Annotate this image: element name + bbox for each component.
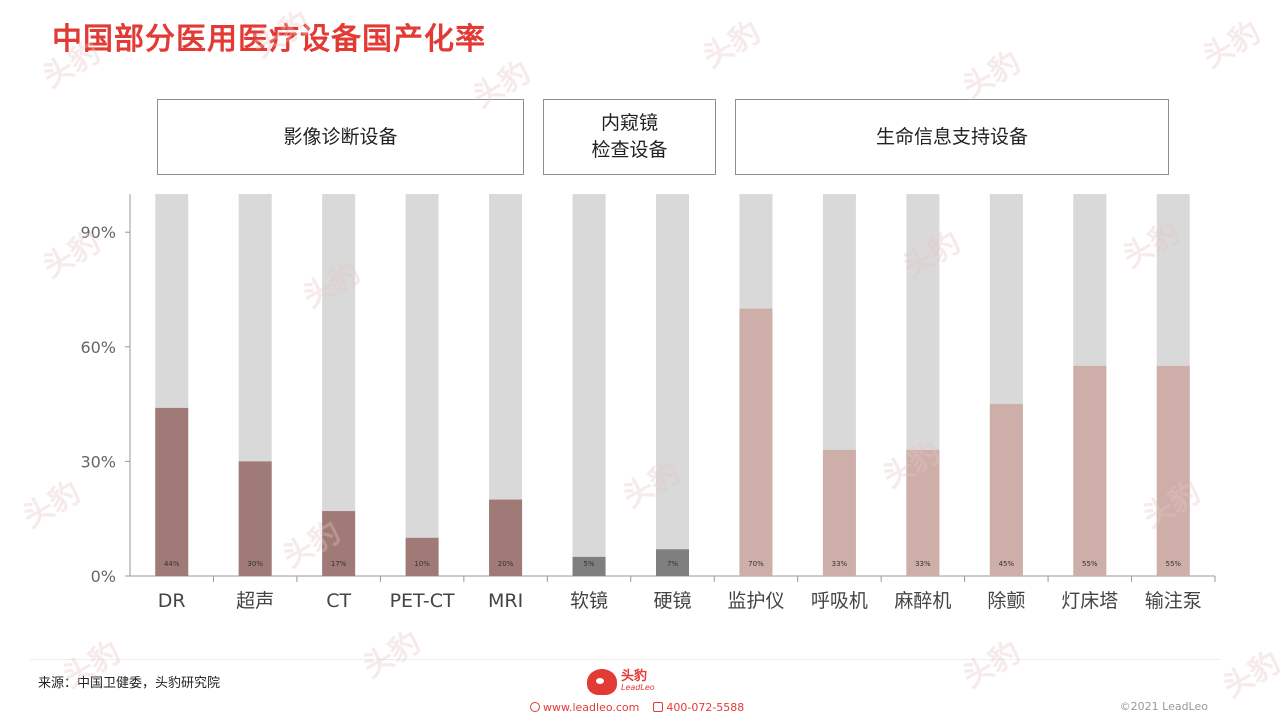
data-label: 17% — [331, 560, 347, 568]
bar — [322, 511, 356, 576]
page-title: 中国部分医用医疗设备国产化率 — [52, 22, 486, 57]
x-tick-label: 输注泵 — [1145, 590, 1202, 612]
group-label: 内窥镜 — [600, 112, 658, 134]
group-label: 影像诊断设备 — [283, 125, 398, 148]
data-label: 30% — [247, 560, 263, 568]
x-tick-label: 麻醉机 — [894, 590, 951, 612]
bar — [1073, 365, 1107, 576]
data-label: 5% — [583, 560, 594, 568]
bar-background — [405, 194, 439, 576]
bar — [489, 499, 523, 576]
logo-text-cn: 头豹 — [621, 669, 648, 684]
bar — [572, 556, 606, 576]
data-label: 33% — [915, 560, 931, 568]
web-icon — [530, 702, 540, 712]
copyright: ©2021 LeadLeo — [1119, 700, 1208, 713]
y-tick-label: 0% — [91, 567, 116, 586]
bar-background — [572, 194, 606, 576]
x-tick-label: 监护仪 — [727, 590, 784, 612]
bar — [1156, 365, 1190, 576]
leopard-logo-icon — [587, 669, 617, 695]
x-tick-label: 硬镜 — [653, 590, 691, 612]
phone-number: 400-072-5588 — [653, 701, 744, 714]
group-box-endoscope: 内窥镜 检查设备 — [543, 99, 716, 175]
source-note: 来源：中国卫健委，头豹研究院 — [38, 676, 221, 691]
y-tick-label: 30% — [80, 452, 116, 471]
data-label: 20% — [498, 560, 514, 568]
bar — [989, 404, 1023, 576]
group-box-life-support: 生命信息支持设备 — [735, 99, 1169, 175]
phone-icon — [653, 702, 664, 712]
data-label: 10% — [414, 560, 430, 568]
contact-info: www.leadleo.com 400-072-5588 — [530, 701, 744, 714]
bar — [906, 449, 940, 576]
data-label: 33% — [832, 560, 848, 568]
bar — [238, 461, 272, 576]
group-label: 检查设备 — [591, 139, 668, 161]
logo-text-en: LeadLeo — [621, 683, 655, 692]
x-tick-label: PET-CT — [390, 590, 455, 612]
data-label: 7% — [667, 560, 678, 568]
data-label: 44% — [164, 560, 180, 568]
bar — [656, 549, 689, 576]
data-label: 45% — [999, 560, 1015, 568]
x-tick-label: 灯床塔 — [1061, 590, 1118, 612]
x-tick-label: MRI — [488, 590, 523, 612]
footer-divider — [30, 659, 1220, 660]
bar — [155, 407, 189, 576]
x-tick-label: 超声 — [236, 590, 274, 612]
bar — [739, 308, 773, 576]
y-tick-label: 90% — [80, 223, 116, 242]
data-label: 55% — [1082, 560, 1098, 568]
group-label: 生命信息支持设备 — [875, 125, 1028, 148]
bar-background — [656, 194, 689, 576]
data-label: 55% — [1165, 560, 1181, 568]
website-link[interactable]: www.leadleo.com — [530, 701, 639, 714]
bar — [405, 537, 439, 576]
group-box-imaging: 影像诊断设备 — [157, 99, 524, 175]
phone-text: 400-072-5588 — [666, 701, 745, 714]
x-tick-label: 除颤 — [987, 590, 1025, 612]
bar — [822, 449, 856, 576]
x-tick-label: 软镜 — [570, 590, 608, 612]
y-tick-label: 60% — [80, 338, 116, 357]
leadleo-logo: 头豹 LeadLeo — [587, 667, 655, 697]
data-label: 70% — [748, 560, 764, 568]
x-tick-label: DR — [158, 590, 186, 612]
website-text: www.leadleo.com — [543, 701, 640, 714]
x-tick-label: 呼吸机 — [811, 590, 868, 612]
x-tick-label: CT — [326, 590, 351, 612]
